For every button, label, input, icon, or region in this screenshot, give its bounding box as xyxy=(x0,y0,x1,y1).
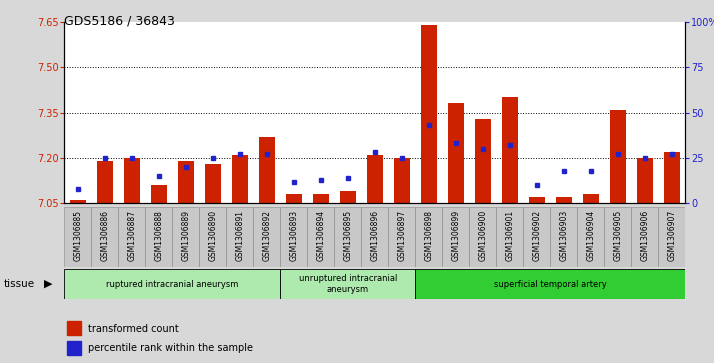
Bar xyxy=(145,207,172,267)
Bar xyxy=(448,103,464,203)
Bar xyxy=(388,207,416,267)
Bar xyxy=(523,207,550,267)
Bar xyxy=(96,161,113,203)
Bar xyxy=(469,207,496,267)
Bar xyxy=(475,119,491,203)
Bar xyxy=(367,155,383,203)
Bar xyxy=(631,207,658,267)
Bar xyxy=(605,207,631,267)
Text: GSM1306889: GSM1306889 xyxy=(181,210,191,261)
Text: percentile rank within the sample: percentile rank within the sample xyxy=(88,343,253,353)
Text: GSM1306905: GSM1306905 xyxy=(613,210,623,261)
Bar xyxy=(496,207,523,267)
Text: GSM1306902: GSM1306902 xyxy=(533,210,541,261)
Bar xyxy=(67,322,81,335)
Bar xyxy=(555,197,572,203)
Text: GSM1306897: GSM1306897 xyxy=(398,210,406,261)
Bar xyxy=(281,207,307,267)
Bar xyxy=(393,158,410,203)
Bar xyxy=(502,97,518,203)
Bar xyxy=(232,155,248,203)
Text: GSM1306890: GSM1306890 xyxy=(208,210,217,261)
Text: GSM1306893: GSM1306893 xyxy=(289,210,298,261)
Bar xyxy=(67,341,81,355)
Text: GSM1306906: GSM1306906 xyxy=(640,210,650,261)
Bar xyxy=(199,207,226,267)
Text: GSM1306899: GSM1306899 xyxy=(451,210,461,261)
Text: unruptured intracranial
aneurysm: unruptured intracranial aneurysm xyxy=(298,274,397,294)
Text: GSM1306894: GSM1306894 xyxy=(316,210,326,261)
Bar xyxy=(637,158,653,203)
Text: GSM1306904: GSM1306904 xyxy=(586,210,595,261)
Text: ruptured intracranial aneurysm: ruptured intracranial aneurysm xyxy=(106,280,238,289)
Bar xyxy=(550,207,578,267)
Bar xyxy=(583,194,599,203)
Text: GSM1306903: GSM1306903 xyxy=(559,210,568,261)
Text: GSM1306898: GSM1306898 xyxy=(424,210,433,261)
Bar xyxy=(64,207,91,267)
Bar xyxy=(205,164,221,203)
Text: GSM1306891: GSM1306891 xyxy=(236,210,244,261)
Bar xyxy=(361,207,388,267)
Text: GSM1306888: GSM1306888 xyxy=(154,210,164,261)
Text: GSM1306895: GSM1306895 xyxy=(343,210,352,261)
Text: ▶: ▶ xyxy=(44,279,53,289)
Bar xyxy=(578,207,605,267)
Bar xyxy=(529,197,545,203)
Text: GSM1306901: GSM1306901 xyxy=(506,210,514,261)
Bar xyxy=(307,207,334,267)
Bar xyxy=(286,194,302,203)
Bar xyxy=(64,269,281,299)
Text: GSM1306886: GSM1306886 xyxy=(100,210,109,261)
Bar xyxy=(421,25,437,203)
Bar xyxy=(172,207,199,267)
Bar xyxy=(334,207,361,267)
Bar xyxy=(178,161,194,203)
Bar xyxy=(416,207,443,267)
Bar xyxy=(151,185,167,203)
Text: tissue: tissue xyxy=(4,279,35,289)
Bar xyxy=(281,269,416,299)
Text: GSM1306892: GSM1306892 xyxy=(262,210,271,261)
Text: GSM1306885: GSM1306885 xyxy=(74,210,82,261)
Text: GSM1306896: GSM1306896 xyxy=(371,210,379,261)
Text: superficial temporal artery: superficial temporal artery xyxy=(494,280,607,289)
Bar xyxy=(119,207,145,267)
Bar xyxy=(91,207,119,267)
Text: transformed count: transformed count xyxy=(88,324,178,334)
Text: GSM1306900: GSM1306900 xyxy=(478,210,488,261)
Bar xyxy=(416,269,685,299)
Bar xyxy=(313,194,329,203)
Bar xyxy=(610,110,626,203)
Bar xyxy=(258,137,275,203)
Text: GDS5186 / 36843: GDS5186 / 36843 xyxy=(64,15,175,28)
Bar xyxy=(443,207,469,267)
Bar xyxy=(340,191,356,203)
Text: GSM1306887: GSM1306887 xyxy=(127,210,136,261)
Text: GSM1306907: GSM1306907 xyxy=(668,210,676,261)
Bar xyxy=(664,152,680,203)
Bar xyxy=(124,158,140,203)
Bar xyxy=(658,207,685,267)
Bar xyxy=(70,200,86,203)
Bar xyxy=(226,207,253,267)
Bar xyxy=(253,207,281,267)
